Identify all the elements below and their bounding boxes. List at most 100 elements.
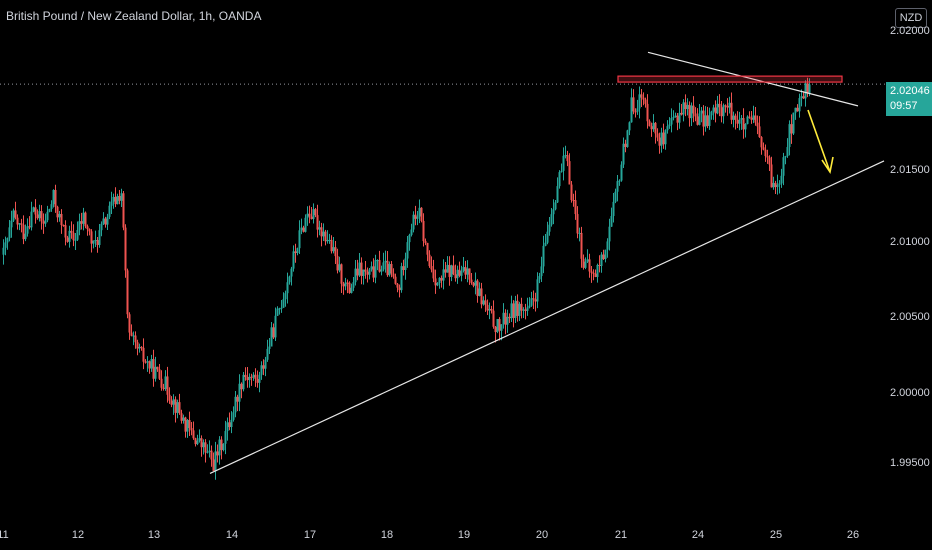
candle <box>274 307 277 342</box>
candle <box>448 256 451 286</box>
candle <box>316 204 319 238</box>
candle <box>280 300 283 313</box>
candle-body <box>650 126 653 130</box>
candle-body <box>798 98 801 112</box>
candle-body <box>740 118 743 120</box>
candle-body <box>390 264 393 274</box>
candle <box>586 249 589 263</box>
candle <box>340 263 343 293</box>
candle <box>766 149 769 164</box>
candle <box>450 264 453 282</box>
candle <box>754 106 757 126</box>
candle-body <box>336 256 339 271</box>
candle <box>210 445 213 467</box>
candle <box>534 292 537 312</box>
candle <box>800 89 803 107</box>
candle-body <box>6 238 9 243</box>
candle-body <box>406 242 409 259</box>
candle-body <box>214 451 217 471</box>
candle-body <box>380 269 383 272</box>
candle-body <box>808 84 811 94</box>
candle <box>272 323 275 339</box>
candle <box>108 201 111 220</box>
candle <box>18 222 21 231</box>
candle-body <box>546 231 549 243</box>
candle-body <box>456 269 459 279</box>
candle-body <box>682 102 685 115</box>
descending-trendline <box>647 51 859 107</box>
candle-body <box>604 249 607 260</box>
candle-body <box>58 213 61 218</box>
candle <box>308 205 311 224</box>
candle-body <box>50 204 53 209</box>
candle-body <box>202 442 205 448</box>
candle <box>770 156 773 188</box>
candle-body <box>716 103 719 114</box>
candle-body <box>660 132 663 146</box>
candle <box>264 356 267 377</box>
candle <box>232 406 235 422</box>
candle <box>430 256 433 273</box>
candle-body <box>648 121 651 127</box>
candle-body <box>616 181 619 192</box>
candle-body <box>418 207 421 217</box>
candle-body <box>104 218 107 225</box>
candle-body <box>54 189 57 207</box>
candle-body <box>688 104 691 119</box>
candle <box>654 121 657 144</box>
candle-body <box>138 346 141 349</box>
candle <box>398 284 401 298</box>
candle-body <box>590 271 593 273</box>
candle-body <box>540 266 543 277</box>
candle <box>504 309 507 335</box>
candle-body <box>392 273 395 277</box>
candle-body <box>630 97 633 123</box>
candle-body <box>318 227 321 230</box>
candle <box>344 277 347 291</box>
candle <box>722 103 725 124</box>
candle-body <box>402 266 405 271</box>
candle <box>756 115 759 135</box>
candle <box>192 421 195 440</box>
candle <box>724 104 727 113</box>
candle <box>720 101 723 123</box>
candle-body <box>432 269 435 279</box>
candle <box>148 360 151 374</box>
candle-body <box>772 182 775 188</box>
candle <box>154 356 157 382</box>
candle-body <box>708 115 711 126</box>
candle-body <box>382 262 385 270</box>
candle-body <box>268 346 271 349</box>
candle <box>94 230 97 248</box>
candle-body <box>122 193 125 228</box>
candle <box>58 211 61 222</box>
candle <box>72 224 75 247</box>
candle-body <box>66 237 69 242</box>
candle <box>486 299 489 315</box>
candle-body <box>614 191 617 202</box>
candle-body <box>724 105 727 107</box>
candle <box>300 218 303 235</box>
candle-body <box>144 361 147 363</box>
currency-label[interactable]: NZD <box>895 8 927 28</box>
candle <box>598 255 601 273</box>
candle <box>618 179 621 186</box>
candle <box>672 110 675 121</box>
candle-body <box>764 149 767 157</box>
candle <box>464 260 467 280</box>
candle <box>112 193 115 209</box>
candle-body <box>746 116 749 124</box>
candle-body <box>778 183 781 185</box>
candle <box>474 272 477 295</box>
candle-body <box>350 287 353 293</box>
candle-body <box>292 251 295 269</box>
candle <box>538 272 541 284</box>
candle <box>256 370 259 388</box>
candle-body <box>338 264 341 271</box>
candle <box>692 96 695 123</box>
candle <box>44 213 47 227</box>
candle-body <box>618 180 621 182</box>
candle-body <box>430 266 433 270</box>
candle-body <box>396 283 399 288</box>
